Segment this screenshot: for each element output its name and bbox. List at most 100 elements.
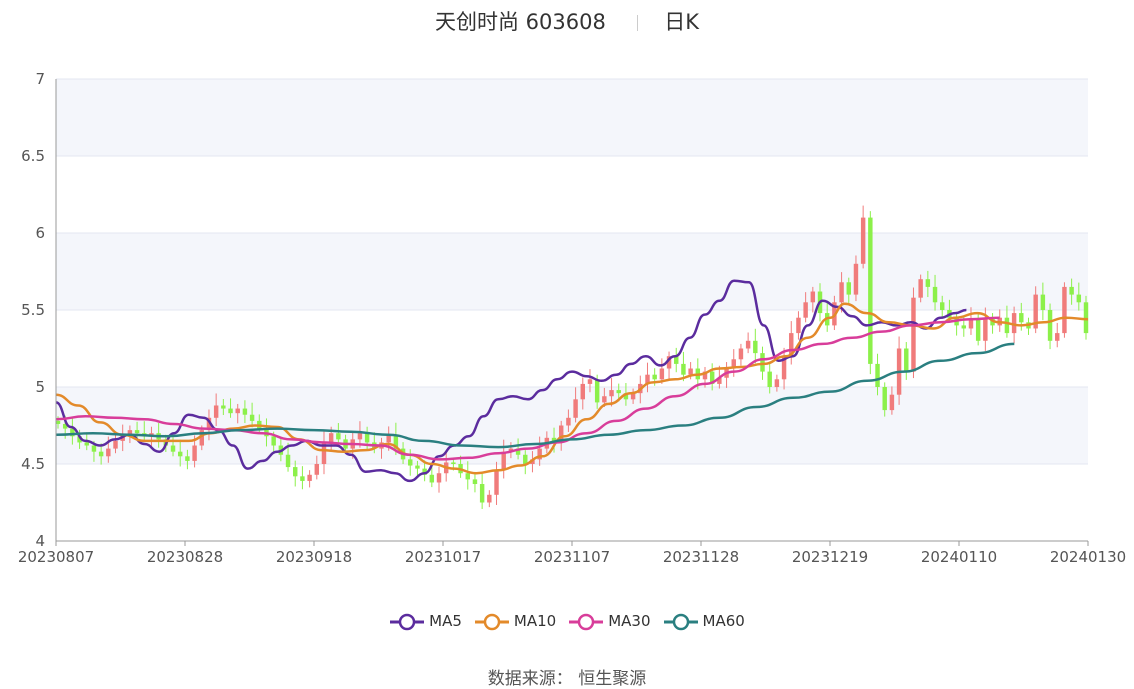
- candle-body: [523, 454, 528, 464]
- candle-body: [666, 356, 672, 369]
- candle-body: [781, 356, 787, 380]
- candle-body: [134, 430, 140, 434]
- candle-body: [889, 394, 895, 411]
- legend-item-ma5[interactable]: MA5: [389, 612, 462, 631]
- candle-body: [580, 383, 586, 400]
- candle-body: [501, 451, 506, 471]
- plot-band: [56, 233, 1088, 310]
- y-tick-label: 4.5: [21, 455, 45, 473]
- legend-item-ma60[interactable]: MA60: [663, 612, 745, 631]
- candlestick-chart: 4 4.5 5 5.5 6 6.5 7 20230807 20230828 20230918 202…: [18, 70, 1126, 566]
- chart-title: 天创时尚 603608 日K: [0, 6, 1134, 38]
- candle-body: [731, 359, 736, 369]
- candle-body: [62, 423, 68, 429]
- axes: 4 4.5 5 5.5 6 6.5 7 20230807 20230828 20230918 202…: [18, 70, 1126, 566]
- source-value: 恒生聚源: [578, 669, 647, 689]
- candle-body: [436, 473, 442, 483]
- candle-body: [774, 379, 780, 387]
- candle-body: [645, 374, 650, 384]
- candle-body: [853, 263, 859, 295]
- candle-body: [566, 417, 571, 426]
- candle-body: [975, 319, 981, 341]
- candle-body: [1011, 313, 1017, 334]
- source-label: 数据来源：: [487, 669, 573, 689]
- ma-line-ma60: [55, 342, 1015, 449]
- candle-body: [465, 473, 470, 480]
- candle-body: [242, 408, 248, 415]
- candle-body: [206, 417, 212, 431]
- candles: [55, 205, 1089, 509]
- candle-body: [940, 302, 945, 310]
- candle-body: [515, 448, 521, 455]
- candle-body: [623, 393, 629, 400]
- candle-body: [904, 348, 909, 372]
- candle-body: [630, 393, 636, 400]
- candle-body: [983, 317, 988, 341]
- candle-body: [300, 476, 305, 481]
- x-tick-label: 20231128: [663, 548, 739, 566]
- candle-body: [228, 408, 233, 414]
- candle-body: [674, 356, 679, 364]
- candle-body: [709, 371, 715, 384]
- candle-body: [235, 408, 240, 414]
- ma-line-ma30: [55, 316, 1000, 461]
- candle-body: [487, 494, 492, 503]
- y-tick-label: 5.5: [21, 301, 45, 319]
- candle-body: [415, 465, 420, 469]
- candle-body: [321, 442, 327, 464]
- candle-body: [803, 302, 808, 318]
- candle-body: [609, 390, 614, 397]
- candle-body: [472, 479, 478, 485]
- candle-body: [408, 459, 413, 466]
- candle-body: [1083, 302, 1089, 334]
- candle-body: [551, 437, 557, 443]
- candle-body: [1040, 294, 1046, 310]
- legend-marker-circle: [672, 613, 689, 630]
- legend-item-ma10[interactable]: MA10: [474, 612, 556, 631]
- candle-body: [1062, 286, 1067, 334]
- candle-body: [537, 448, 542, 460]
- candle-body: [760, 353, 765, 372]
- candle-body: [558, 425, 564, 443]
- legend-marker-circle: [577, 613, 595, 630]
- candle-body: [451, 462, 456, 464]
- candle-body: [213, 405, 219, 418]
- candle-body: [868, 217, 873, 364]
- candle-body: [479, 484, 485, 503]
- legend-marker-icon: [474, 613, 509, 630]
- candle-body: [328, 433, 334, 443]
- candle-body: [307, 474, 312, 481]
- legend-label: MA30: [608, 612, 651, 630]
- y-tick-label: 6: [35, 224, 45, 242]
- x-tick-label: 20230918: [276, 548, 352, 566]
- legend-label: MA60: [702, 612, 745, 630]
- candle-body: [918, 279, 923, 298]
- candle-body: [1019, 313, 1024, 323]
- candle-body: [573, 399, 578, 418]
- candle-body: [185, 456, 190, 461]
- candle-body: [494, 470, 499, 495]
- x-tick-label: 20231219: [792, 548, 868, 566]
- data-source: 数据来源： 恒生聚源: [0, 664, 1134, 689]
- candle-body: [839, 282, 844, 303]
- candle-body: [336, 433, 341, 440]
- candle-body: [364, 433, 370, 443]
- candle-body: [875, 363, 880, 387]
- candle-body: [271, 436, 276, 446]
- legend-marker-circle: [398, 613, 416, 630]
- title-separator: [636, 15, 638, 31]
- candle-body: [925, 279, 931, 287]
- candle-body: [77, 436, 82, 443]
- legend-label: MA10: [513, 612, 557, 630]
- legend-label: MA5: [429, 612, 462, 630]
- legend-marker-icon: [663, 613, 698, 630]
- candle-body: [386, 434, 391, 443]
- candle-body: [587, 379, 593, 384]
- legend-item-ma30[interactable]: MA30: [568, 612, 651, 631]
- x-tick-label: 20230828: [147, 548, 223, 566]
- candle-body: [55, 420, 61, 424]
- candle-body: [293, 467, 298, 477]
- stock-name: 天创时尚 603608: [435, 10, 606, 34]
- candle-body: [113, 440, 118, 449]
- candle-body: [860, 217, 866, 264]
